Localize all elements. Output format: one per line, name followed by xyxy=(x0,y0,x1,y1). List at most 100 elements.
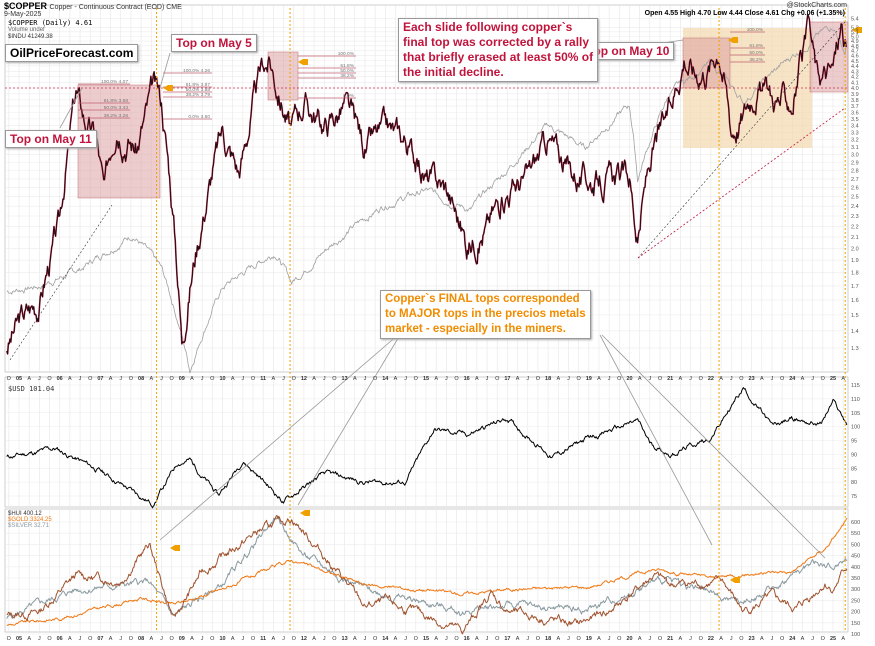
x-tick-label: O xyxy=(454,636,459,642)
legend-hui: $HUI 400.12 xyxy=(8,511,42,517)
gold-line xyxy=(6,517,848,626)
x-tick-label: A xyxy=(760,636,764,642)
x-tick-label: 21 xyxy=(667,376,673,382)
x-tick-label: 19 xyxy=(586,636,592,642)
x-tick-label: J xyxy=(526,636,529,642)
x-tick-label: 20 xyxy=(626,636,632,642)
x-tick-label: J xyxy=(323,636,326,642)
x-tick-label: 18 xyxy=(545,376,551,382)
y-tick-label: 3.0 xyxy=(851,153,859,159)
y-tick-label: 1.7 xyxy=(851,284,859,290)
x-tick-label: O xyxy=(7,376,12,382)
x-tick-label: J xyxy=(201,636,204,642)
x-tick-label: O xyxy=(169,636,174,642)
x-tick-label: J xyxy=(241,636,244,642)
panel-frame xyxy=(4,4,849,373)
x-tick-label: O xyxy=(414,376,419,382)
x-tick-label: O xyxy=(821,376,826,382)
x-tick-label: J xyxy=(811,636,814,642)
fib-label: 61.8% xyxy=(340,63,354,69)
y-tick-label: 2.5 xyxy=(851,195,859,201)
x-tick-label: O xyxy=(47,376,52,382)
y-tick-label: 3.8 xyxy=(851,98,859,104)
orange-arrow-icon xyxy=(728,37,738,43)
x-tick-label: 15 xyxy=(423,636,429,642)
indu-line xyxy=(6,26,848,374)
x-tick-label: O xyxy=(332,636,337,642)
x-tick-label: A xyxy=(394,636,398,642)
trend-line xyxy=(637,107,846,259)
x-tick-label: 05 xyxy=(16,376,22,382)
final-tops-note: Copper`s FINAL tops corresponded to MAJO… xyxy=(380,290,591,339)
y-tick-label: 2.1 xyxy=(851,235,859,241)
x-tick-label: J xyxy=(486,376,489,382)
x-tick-label: A xyxy=(719,376,723,382)
y-tick-label: 550 xyxy=(851,531,860,537)
x-tick-label: A xyxy=(149,636,153,642)
x-tick-label: J xyxy=(79,376,82,382)
x-tick-label: 07 xyxy=(97,376,103,382)
y-tick-label: 3.2 xyxy=(851,138,859,144)
x-tick-label: A xyxy=(556,636,560,642)
x-tick-label: 14 xyxy=(382,636,389,642)
y-tick-label: 350 xyxy=(851,576,860,582)
x-tick-label: 19 xyxy=(586,376,592,382)
y-tick-label: 80 xyxy=(851,480,857,486)
x-tick-label: A xyxy=(841,636,845,642)
x-tick-label: O xyxy=(780,376,785,382)
x-tick-label: O xyxy=(292,636,297,642)
hui-line xyxy=(6,514,848,635)
x-tick-label: J xyxy=(364,636,367,642)
copper-line xyxy=(6,13,847,355)
x-tick-label: A xyxy=(353,376,357,382)
y-tick-label: 3.9 xyxy=(851,92,859,98)
x-tick-label: J xyxy=(119,636,122,642)
callout-pointer xyxy=(297,334,401,506)
x-tick-label: J xyxy=(648,376,651,382)
x-tick-label: A xyxy=(190,376,194,382)
site-label: OilPriceForecast.com xyxy=(5,44,139,62)
x-tick-label: A xyxy=(760,376,764,382)
y-tick-label: 4.6 xyxy=(851,54,859,60)
y-tick-label: 250 xyxy=(851,598,860,604)
x-tick-label: J xyxy=(730,376,733,382)
x-tick-label: J xyxy=(160,636,163,642)
x-tick-label: A xyxy=(516,376,520,382)
x-tick-label: A xyxy=(312,376,316,382)
y-tick-label: 400 xyxy=(851,565,860,571)
x-tick-label: 11 xyxy=(260,636,266,642)
y-tick-label: 85 xyxy=(851,466,857,472)
y-tick-label: 5.0 xyxy=(851,34,859,40)
fib-label: 0.0% xyxy=(343,93,355,99)
x-tick-label: J xyxy=(282,636,285,642)
y-tick-label: 4.8 xyxy=(851,44,859,50)
x-tick-label: A xyxy=(597,376,601,382)
y-tick-label: 100 xyxy=(851,632,860,638)
x-tick-label: 12 xyxy=(301,376,307,382)
axis-ticks: 1.3 1.4 1.5 1.6 1.7 1.8 1.9 2.0 2.1 2.2 2.3 2.4 2.5 2… xyxy=(7,17,861,642)
y-tick-label: 5.1 xyxy=(851,30,859,36)
callout-pointer xyxy=(159,334,399,541)
y-tick-label: 4.7 xyxy=(851,49,859,55)
x-tick-label: J xyxy=(608,376,611,382)
legend-gold: $GOLD 3324.25 xyxy=(8,517,52,523)
fib-label: 61.8% 3.97 xyxy=(186,82,211,88)
x-tick-label: J xyxy=(771,376,774,382)
fib-label: 50.0% 3.43 xyxy=(104,105,129,111)
x-tick-label: 17 xyxy=(504,636,510,642)
x-tick-label: O xyxy=(88,376,93,382)
x-tick-label: 16 xyxy=(464,636,470,642)
x-tick-label: 23 xyxy=(749,376,755,382)
orange-arrow-icon xyxy=(852,27,862,33)
y-tick-label: 5.2 xyxy=(851,25,859,31)
x-tick-label: J xyxy=(201,376,204,382)
x-tick-label: O xyxy=(292,376,297,382)
x-tick-label: O xyxy=(7,636,12,642)
x-tick-label: 09 xyxy=(179,636,185,642)
x-tick-label: 18 xyxy=(545,636,551,642)
x-tick-label: A xyxy=(109,636,113,642)
x-tick-label: 23 xyxy=(749,636,755,642)
x-tick-label: J xyxy=(445,376,448,382)
x-tick-label: O xyxy=(821,636,826,642)
y-tick-label: 2.7 xyxy=(851,177,859,183)
